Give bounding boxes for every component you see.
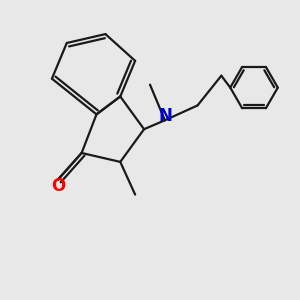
Text: N: N bbox=[159, 107, 173, 125]
Text: O: O bbox=[51, 177, 65, 195]
